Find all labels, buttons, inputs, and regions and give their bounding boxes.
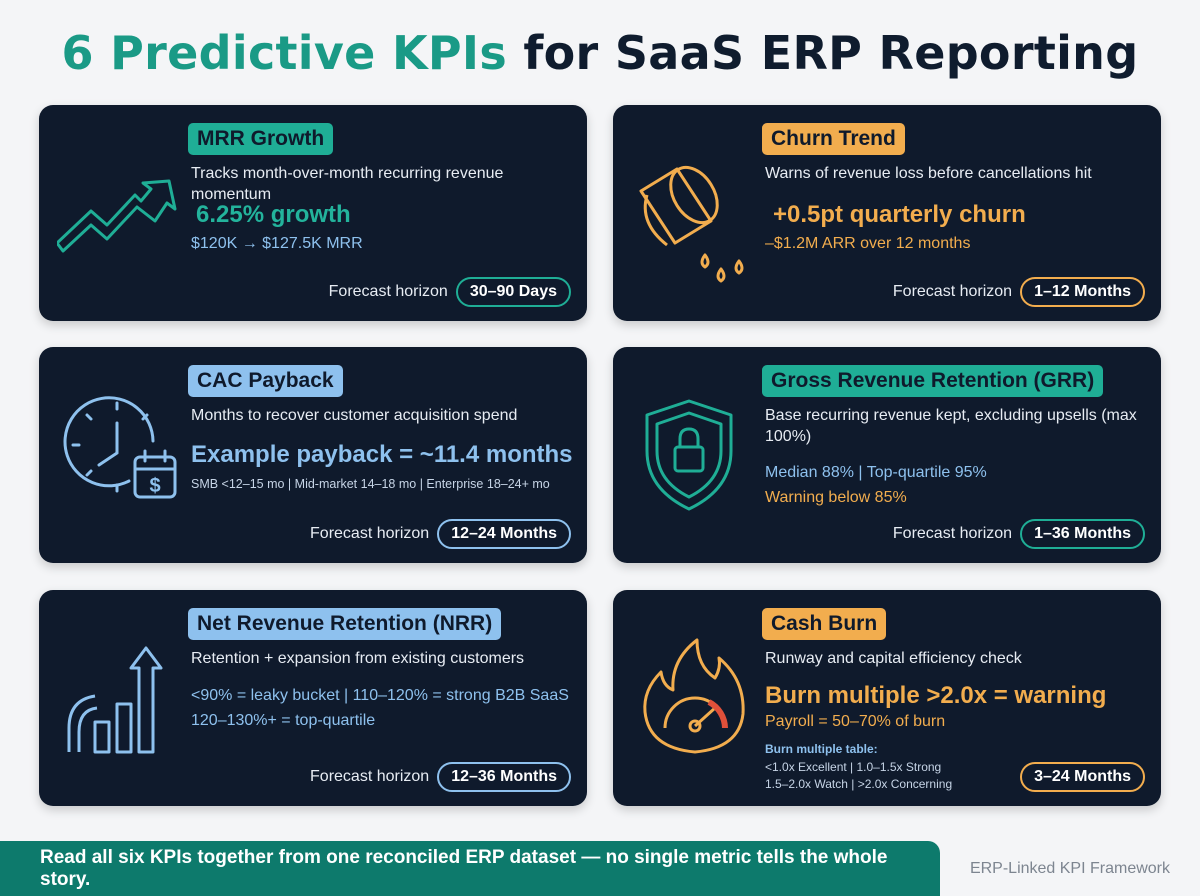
forecast-horizon: Forecast horizon 1–36 Months	[893, 519, 1145, 549]
kpi-description: Warns of revenue loss before cancellatio…	[765, 165, 1092, 182]
kpi-description: Base recurring revenue kept, excluding u…	[765, 407, 1137, 445]
kpi-description: Retention + expansion from existing cust…	[191, 650, 525, 667]
horizon-pill: 3–24 Months	[1020, 762, 1145, 792]
footer-message: Read all six KPIs together from one reco…	[40, 846, 888, 890]
kpi-badge: CAC Payback	[188, 365, 343, 397]
title-rest: for SaaS ERP Reporting	[507, 26, 1139, 80]
kpi-card-grr: Gross Revenue Retention (GRR) Base recur…	[613, 347, 1161, 563]
kpi-description: Tracks month-over-month recurring revenu…	[191, 165, 504, 203]
svg-text:$: $	[149, 475, 160, 497]
title-accent: 6 Predictive KPIs	[61, 26, 508, 80]
kpi-line-2: 120–130%+ = top-quartile	[191, 712, 376, 729]
horizon-pill: 12–24 Months	[437, 519, 571, 549]
kpi-detail: –$1.2M ARR over 12 months	[765, 235, 971, 252]
kpi-highlight: Example payback = ~11.4 months	[191, 441, 573, 468]
horizon-pill: 1–12 Months	[1020, 277, 1145, 307]
forecast-horizon: Forecast horizon 1–12 Months	[893, 277, 1145, 307]
forecast-horizon: Forecast horizon 30–90 Days	[329, 277, 571, 307]
horizon-pill: 30–90 Days	[455, 277, 571, 307]
kpi-line-1: Median 88% | Top-quartile 95%	[765, 464, 987, 481]
forecast-horizon: Forecast horizon 12–36 Months	[310, 762, 571, 792]
leaking-bucket-icon	[631, 143, 761, 283]
clock-calendar-dollar-icon: $	[57, 385, 187, 525]
burn-table-heading: Burn multiple table:	[765, 742, 878, 756]
kpi-badge: Gross Revenue Retention (GRR)	[762, 365, 1104, 397]
kpi-description: Months to recover customer acquisition s…	[191, 407, 518, 424]
kpi-card-mrr-growth: MRR Growth Tracks month-over-month recur…	[39, 105, 587, 321]
kpi-detail: Payroll = 50–70% of burn	[765, 713, 946, 730]
kpi-badge: Cash Burn	[762, 608, 887, 640]
kpi-card-cash-burn: Cash Burn Runway and capital efficiency …	[613, 590, 1161, 806]
horizon-pill: 1–36 Months	[1020, 519, 1145, 549]
kpi-badge: Net Revenue Retention (NRR)	[188, 608, 502, 640]
forecast-horizon: Forecast horizon 12–24 Months	[310, 519, 571, 549]
shield-lock-icon	[631, 385, 761, 525]
horizon-label: Forecast horizon	[310, 525, 430, 542]
burn-table-row: 1.5–2.0x Watch | >2.0x Concerning	[765, 777, 953, 791]
horizon-label: Forecast horizon	[892, 283, 1013, 300]
kpi-detail: $120K → $127.5K MRR	[191, 235, 363, 252]
kpi-line-1: <90% = leaky bucket | 110–120% = strong …	[191, 687, 569, 704]
kpi-card-churn-trend: Churn Trend Warns of revenue loss before…	[613, 105, 1161, 321]
horizon-label: Forecast horizon	[328, 283, 448, 300]
burn-table-row: <1.0x Excellent | 1.0–1.5x Strong	[765, 760, 942, 774]
kpi-detail: SMB <12–15 mo | Mid-market 14–18 mo | En…	[191, 477, 550, 491]
kpi-card-nrr: Net Revenue Retention (NRR) Retention + …	[39, 590, 587, 806]
flame-gauge-icon	[631, 628, 761, 768]
forecast-horizon: 3–24 Months	[1020, 762, 1145, 792]
footer-banner: Read all six KPIs together from one reco…	[0, 841, 940, 896]
horizon-label: Forecast horizon	[892, 525, 1013, 542]
kpi-description: Runway and capital efficiency check	[765, 650, 1022, 667]
kpi-card-cac-payback: $ CAC Payback Months to recover customer…	[39, 347, 587, 563]
kpi-highlight: 6.25% growth	[196, 201, 351, 228]
kpi-highlight: +0.5pt quarterly churn	[773, 201, 1026, 228]
bar-growth-arrow-icon	[57, 628, 187, 768]
page-title: 6 Predictive KPIs for SaaS ERP Reporting	[0, 26, 1200, 80]
kpi-highlight: Burn multiple >2.0x = warning	[765, 682, 1107, 709]
horizon-label: Forecast horizon	[310, 768, 430, 785]
trend-up-arrow-icon	[55, 143, 187, 283]
footer-brand: ERP-Linked KPI Framework	[969, 860, 1170, 877]
kpi-badge: Churn Trend	[762, 123, 905, 155]
horizon-pill: 12–36 Months	[437, 762, 571, 792]
kpi-badge: MRR Growth	[188, 123, 334, 155]
kpi-line-2: Warning below 85%	[765, 489, 907, 506]
